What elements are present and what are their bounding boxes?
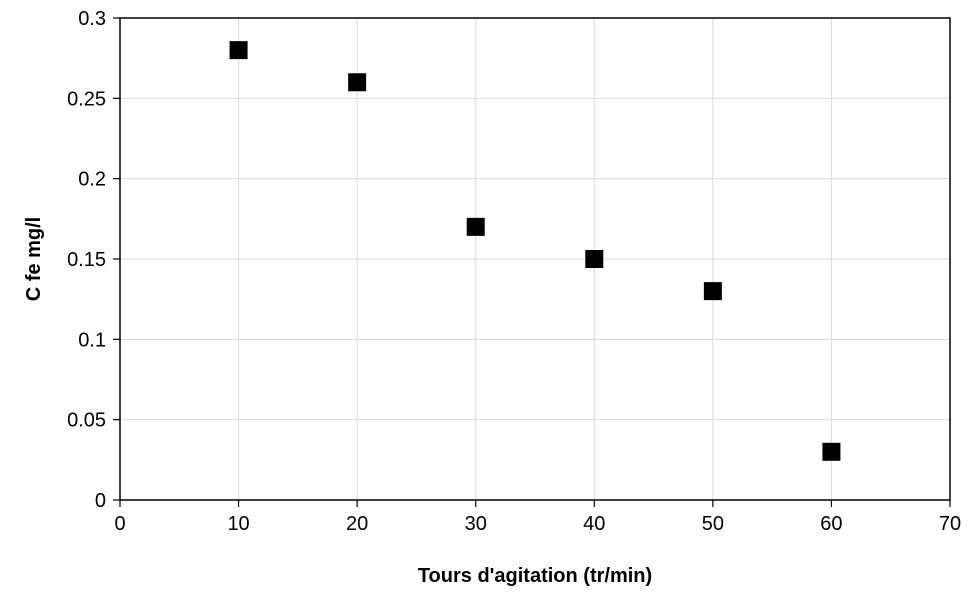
y-tick-label: 0.25 xyxy=(67,88,106,110)
y-tick-label: 0.15 xyxy=(67,249,106,271)
grid-lines xyxy=(119,17,951,501)
x-tick-label: 30 xyxy=(465,513,487,535)
data-markers xyxy=(229,41,841,461)
x-tick-label: 10 xyxy=(227,513,249,535)
y-tick-label: 0.3 xyxy=(78,8,106,30)
data-point-marker xyxy=(348,73,367,92)
y-tick-label: 0.1 xyxy=(78,329,106,351)
axis-ticks xyxy=(113,17,951,507)
y-tick-label: 0.05 xyxy=(67,410,106,432)
y-axis-tick-labels: 0 0.05 0.1 0.15 0.2 0.25 0.3 xyxy=(67,8,106,512)
x-axis-tick-labels: 0 10 20 30 40 50 60 70 xyxy=(114,513,961,535)
data-point-marker xyxy=(466,217,485,236)
y-tick-label: 0 xyxy=(95,490,106,512)
y-axis-title: C fe mg/l xyxy=(23,217,45,301)
data-point-marker xyxy=(229,41,248,60)
x-axis-title: Tours d'agitation (tr/min) xyxy=(418,565,652,587)
x-tick-label: 40 xyxy=(583,513,605,535)
data-point-marker xyxy=(703,282,722,301)
x-tick-label: 70 xyxy=(939,513,961,535)
x-tick-label: 50 xyxy=(702,513,724,535)
data-point-marker xyxy=(822,442,841,461)
x-tick-label: 60 xyxy=(820,513,842,535)
x-tick-label: 20 xyxy=(346,513,368,535)
x-tick-label: 0 xyxy=(114,513,125,535)
y-tick-label: 0.2 xyxy=(78,169,106,191)
data-point-marker xyxy=(585,250,604,268)
